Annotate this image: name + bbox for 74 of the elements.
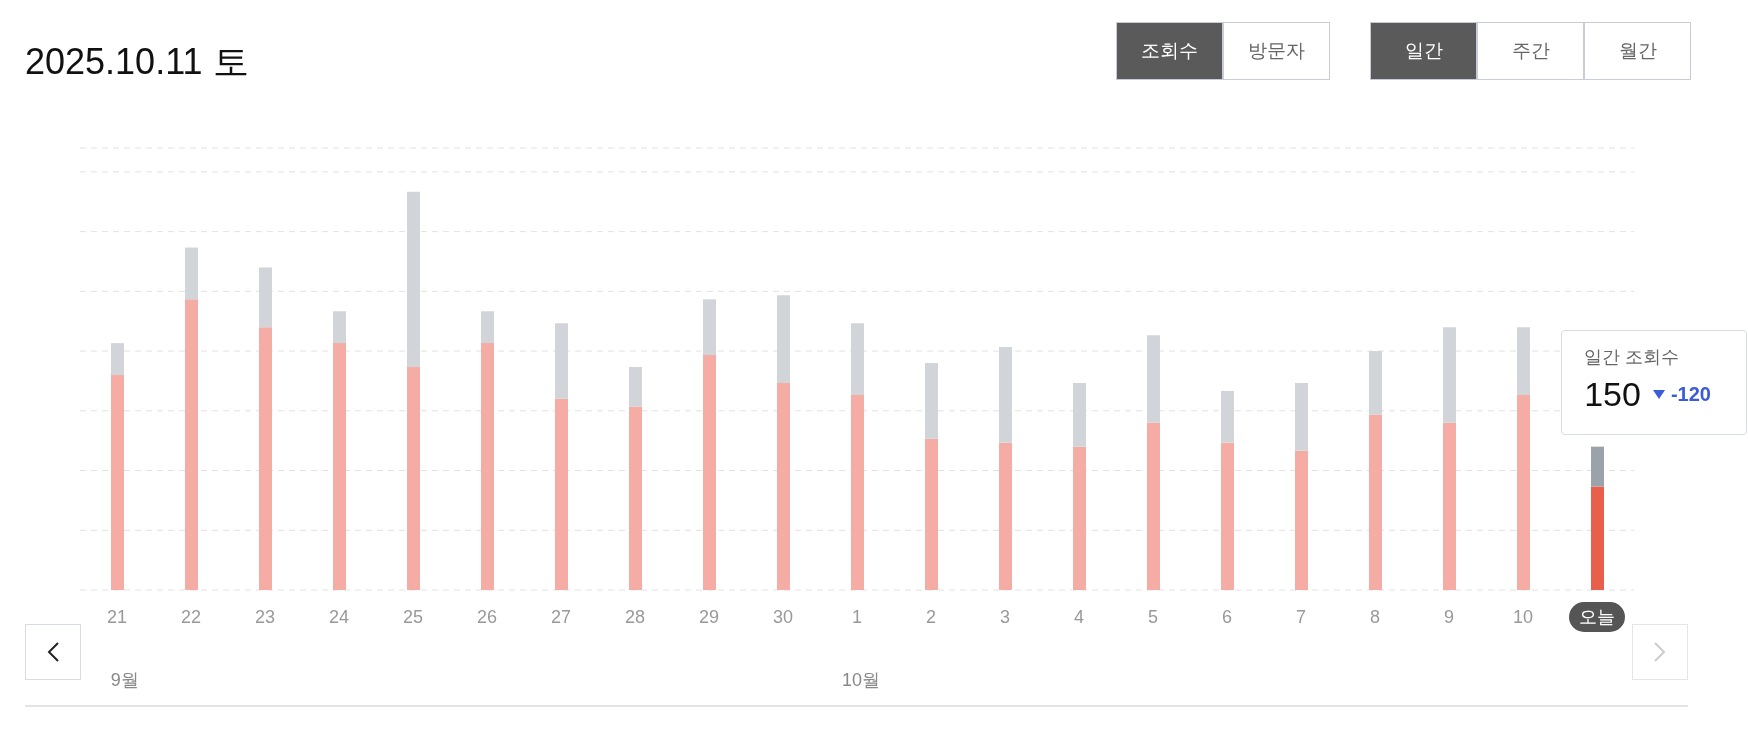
bar [851,323,864,395]
bar [259,327,272,590]
bar [407,367,420,590]
chart-title: 2025.10.11 토 [25,40,249,84]
bar [1221,442,1234,590]
annotation: 150 [1584,375,1641,414]
bar [1369,351,1382,415]
x-tick-label: 27 [550,607,572,627]
bar [1369,414,1382,590]
bar [555,323,568,399]
bar [1295,382,1308,451]
bar [1295,450,1308,590]
bar [777,382,790,590]
bar [703,355,716,590]
text: 조회수 [1116,22,1223,80]
text: 방문자 [1223,22,1330,80]
text: 월간 [1584,22,1691,80]
x-tick-label: 1 [851,607,863,627]
bar [999,442,1012,590]
x-tick-label: 3 [999,607,1011,627]
x-tick-label: 25 [402,607,424,627]
bar [1591,486,1604,590]
bar [1443,422,1456,590]
bar [259,267,272,328]
bar [925,363,938,439]
bar [1221,390,1234,443]
bar [185,247,198,300]
x-tick-label: 21 [106,607,128,627]
x-tick-label: 29 [698,607,720,627]
bar [1443,327,1456,423]
x-tick-label: 28 [624,607,646,627]
annotation: 일간 조회수 [1584,346,1681,369]
bar [407,191,420,368]
bar [1073,382,1086,447]
x-tick-label: 30 [772,607,794,627]
x-tick-label: 4 [1073,607,1085,627]
text: 10월 [841,669,881,692]
bar [111,374,124,590]
bar [629,367,642,407]
x-tick-label: 7 [1295,607,1307,627]
x-tick-label: 2 [925,607,937,627]
bar [1591,446,1604,487]
tooltip-box: 일간 조회수 150 -120 [1561,330,1748,435]
text: 주간 [1477,22,1584,80]
bar [999,347,1012,443]
x-tick-label: 5 [1147,607,1159,627]
bar [851,394,864,590]
bar [629,406,642,590]
x-tick-label: 22 [180,607,202,627]
bar [925,438,938,590]
bar [1517,394,1530,590]
bar [703,299,716,356]
bar [777,295,790,383]
x-tick-label: 8 [1369,607,1381,627]
x-tick-label: 10 [1512,607,1534,627]
x-tick-label: 9 [1443,607,1455,627]
x-tick-label: 24 [328,607,350,627]
bar [333,311,346,344]
x-tick-label: 오늘 [1579,607,1615,627]
x-tick-label: 23 [254,607,276,627]
bar [333,343,346,590]
bar [1073,446,1086,590]
bar [481,311,494,344]
bar [1147,422,1160,590]
bar [555,398,568,590]
bar [1147,335,1160,423]
x-tick-label: 6 [1221,607,1233,627]
text: 일간 [1370,22,1477,80]
bar [1517,327,1530,395]
bar [185,299,198,590]
bar [481,343,494,590]
x-tick-label: 26 [476,607,498,627]
text: 9월 [109,669,140,692]
bar [111,343,124,375]
